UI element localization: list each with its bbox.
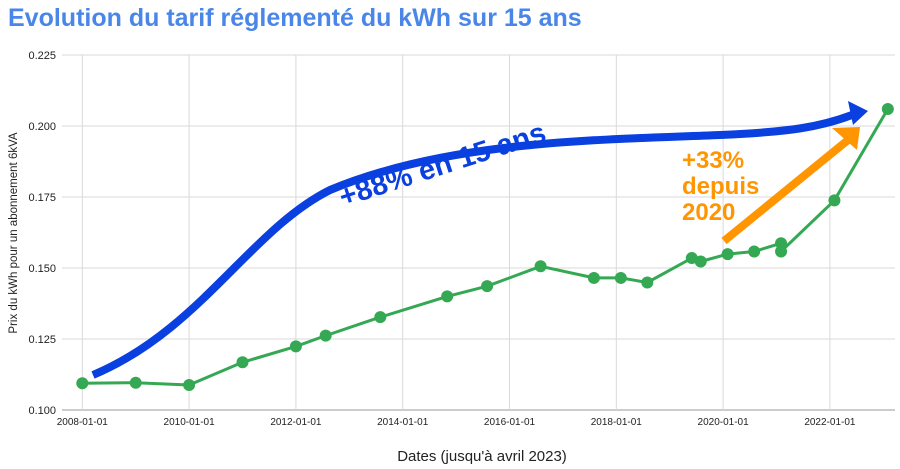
annotation-33-line1: +33% [682, 147, 744, 174]
y-tick-label: 0.175 [28, 192, 56, 204]
x-tick-label: 2020-01-01 [698, 417, 750, 428]
y-tick-label: 0.150 [28, 263, 56, 275]
y-axis-ticks: 0.100 0.125 0.150 0.175 0.200 0.225 [28, 50, 56, 417]
data-point [236, 356, 249, 369]
blue-trend-arrow [91, 111, 854, 379]
x-tick-label: 2008-01-01 [57, 417, 109, 428]
orange-trend-arrow [721, 136, 851, 245]
data-point [694, 255, 707, 268]
y-axis-label: Prix du kWh pour un abonnement 6kVA [8, 132, 20, 333]
x-axis-label: Dates (jusqu'à avril 2023) [397, 448, 567, 465]
data-point [534, 260, 547, 273]
x-tick-label: 2014-01-01 [377, 417, 429, 428]
orange-arrowhead-icon [832, 127, 860, 150]
data-point [828, 194, 841, 207]
x-tick-label: 2012-01-01 [270, 417, 322, 428]
data-point [748, 245, 761, 258]
gridlines [62, 54, 895, 411]
annotation-88: +88% en 15 ans [335, 117, 550, 214]
data-point [614, 271, 627, 284]
data-point [481, 280, 494, 293]
data-point [374, 311, 387, 324]
blue-arrowhead-icon [848, 101, 868, 125]
data-point [76, 377, 89, 390]
x-tick-label: 2018-01-01 [591, 417, 643, 428]
data-point [721, 248, 734, 261]
data-point [775, 245, 788, 258]
data-point [319, 329, 332, 342]
data-point [289, 340, 302, 353]
data-point [775, 237, 788, 250]
annotation-33-line3: 2020 [682, 199, 735, 226]
y-tick-label: 0.100 [28, 405, 56, 417]
annotation-33-line2: depuis [682, 173, 759, 200]
y-tick-label: 0.200 [28, 121, 56, 133]
data-point [641, 276, 654, 289]
chart-title: Evolution du tarif réglementé du kWh sur… [8, 4, 582, 32]
x-tick-label: 2010-01-01 [164, 417, 216, 428]
x-tick-label: 2022-01-01 [804, 417, 856, 428]
data-point [441, 290, 454, 303]
data-point [881, 102, 894, 115]
x-axis-ticks: 2008-01-01 2010-01-01 2012-01-01 2014-01-01… [57, 417, 856, 428]
data-points [76, 102, 894, 392]
data-point [183, 379, 196, 392]
data-point [587, 271, 600, 284]
y-tick-label: 0.225 [28, 50, 56, 62]
data-point [129, 376, 142, 389]
x-tick-label: 2016-01-01 [484, 417, 536, 428]
y-tick-label: 0.125 [28, 334, 56, 346]
